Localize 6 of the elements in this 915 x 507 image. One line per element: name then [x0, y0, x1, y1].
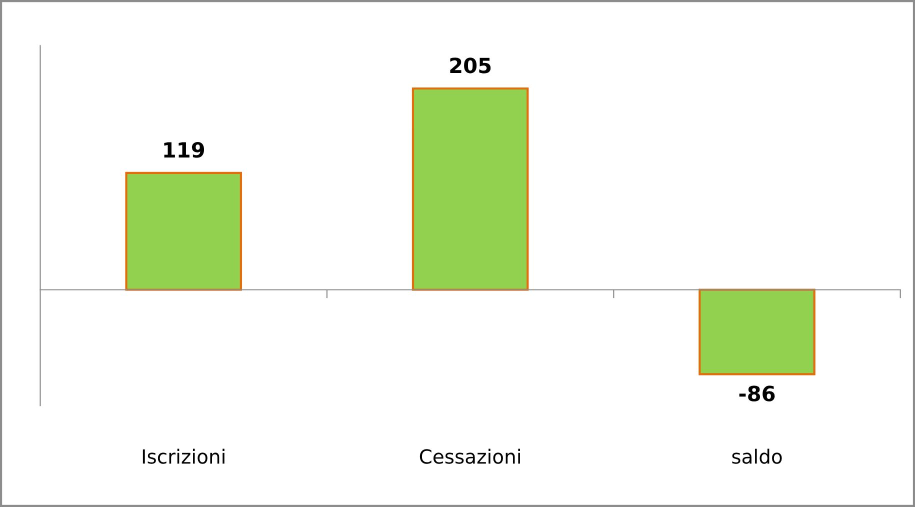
x-tick-label: Iscrizioni: [142, 448, 224, 464]
x-tick-label: saldo: [732, 448, 782, 464]
x-tick-label: Cessazioni: [420, 448, 520, 464]
data-label: -86: [739, 386, 775, 402]
data-label: 205: [450, 58, 491, 74]
data-label: 119: [164, 142, 204, 158]
